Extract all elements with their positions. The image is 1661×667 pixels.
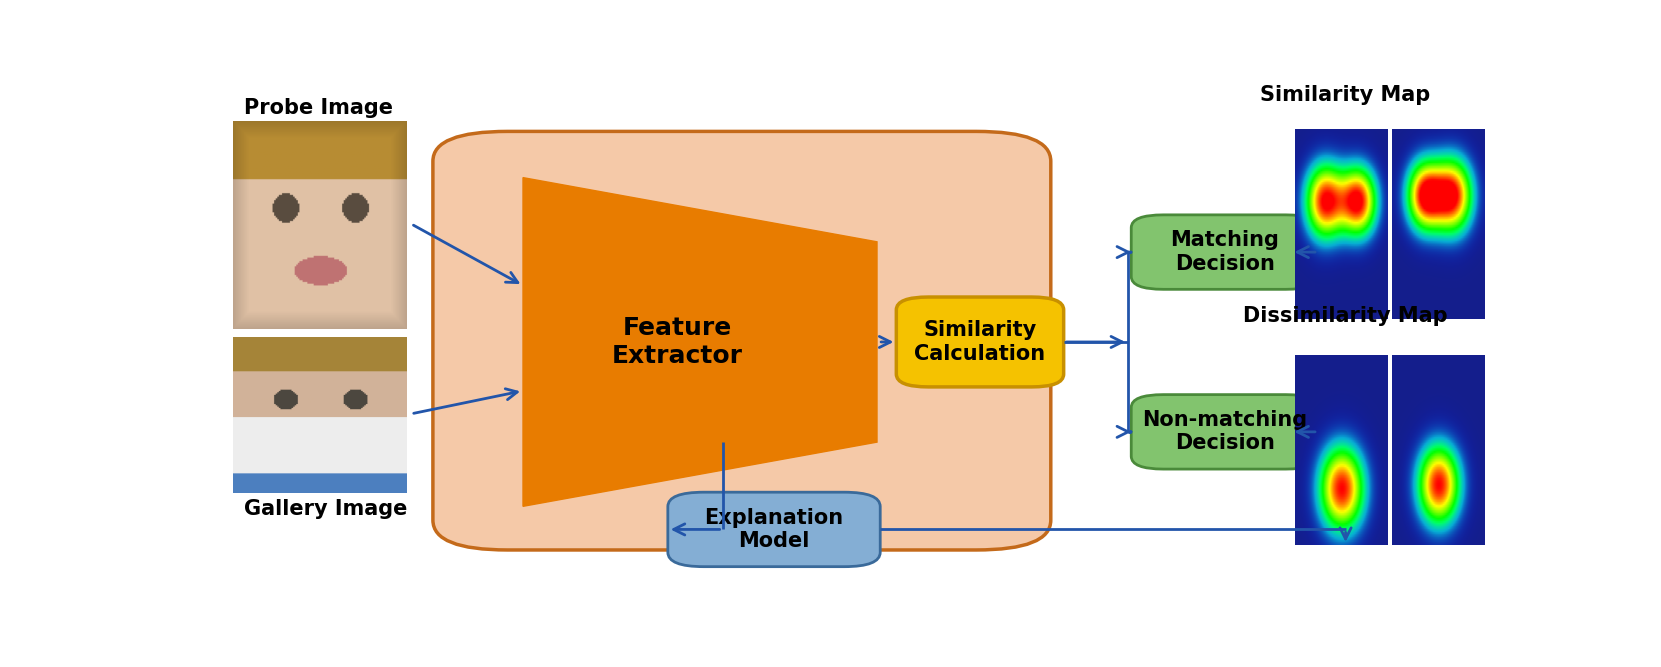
Text: Gallery Image: Gallery Image [244, 499, 407, 519]
Text: Matching
Decision: Matching Decision [1169, 231, 1279, 273]
Text: Similarity Map: Similarity Map [1261, 85, 1430, 105]
FancyBboxPatch shape [897, 297, 1063, 387]
Text: Dissimilarity Map: Dissimilarity Map [1244, 306, 1448, 326]
Text: Similarity
Calculation: Similarity Calculation [915, 320, 1045, 364]
FancyBboxPatch shape [434, 131, 1051, 550]
Text: Feature
Extractor: Feature Extractor [611, 316, 742, 368]
FancyBboxPatch shape [1131, 395, 1317, 469]
FancyBboxPatch shape [668, 492, 880, 567]
FancyBboxPatch shape [1131, 215, 1317, 289]
Polygon shape [523, 177, 877, 506]
Text: Explanation
Model: Explanation Model [704, 508, 844, 551]
Text: Non-matching
Decision: Non-matching Decision [1143, 410, 1307, 454]
Text: Probe Image: Probe Image [244, 98, 392, 118]
